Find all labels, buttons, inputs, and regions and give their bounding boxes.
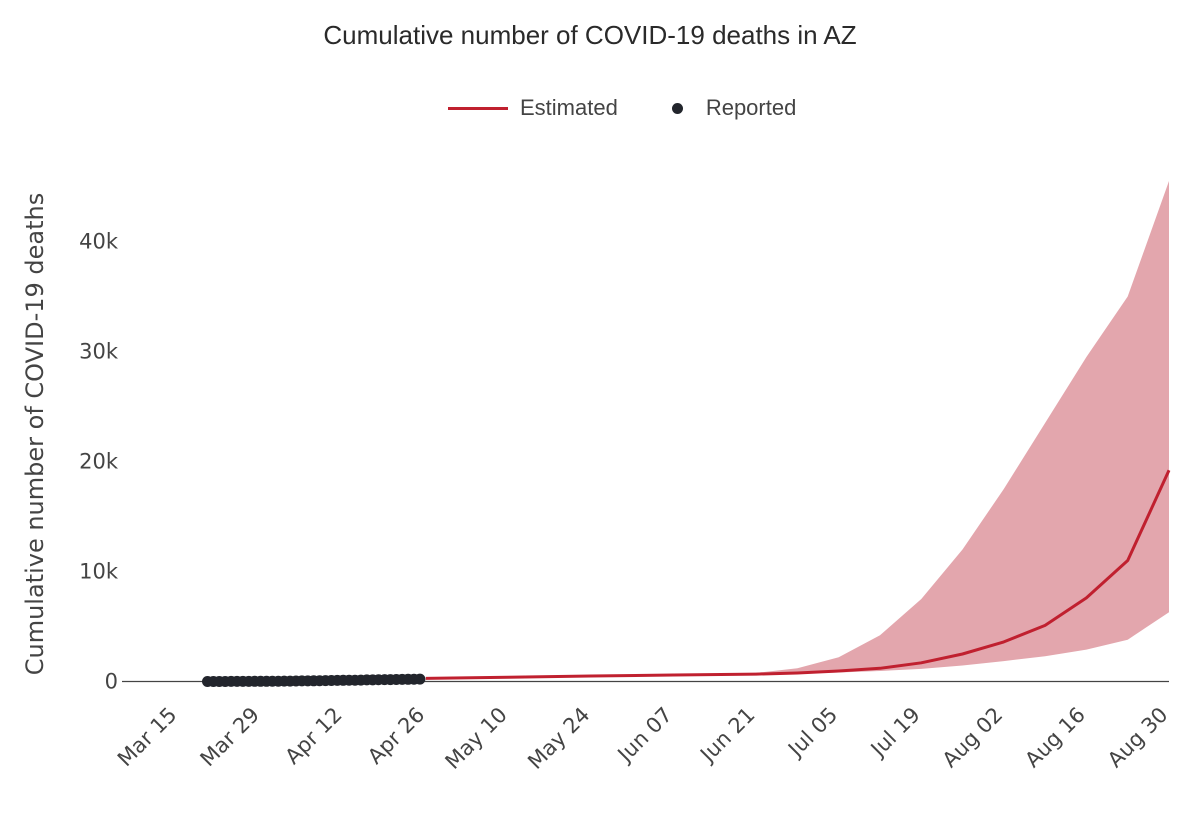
legend-label-estimated: Estimated xyxy=(520,95,618,120)
y-axis-title: Cumulative number of COVID-19 deaths xyxy=(21,193,49,676)
x-tick-label: Mar 15 xyxy=(113,703,182,772)
x-tick-label: Apr 26 xyxy=(363,703,429,769)
legend-dot-swatch-wrap xyxy=(658,102,698,114)
x-tick-label: May 10 xyxy=(441,703,512,774)
x-tick-label: Jul 05 xyxy=(782,703,842,763)
x-tick-label: Jun 07 xyxy=(612,703,677,768)
y-tick-label: 0 xyxy=(105,670,118,694)
x-tick-label: Mar 29 xyxy=(196,703,265,772)
x-tick-label: Aug 30 xyxy=(1103,703,1173,773)
y-tick-label: 40k xyxy=(79,230,119,254)
x-tick-label: May 24 xyxy=(523,703,594,774)
chart-title: Cumulative number of COVID-19 deaths in … xyxy=(323,20,857,50)
y-tick-label: 20k xyxy=(79,450,119,474)
estimated-series-line xyxy=(425,469,1171,680)
legend-dot-swatch xyxy=(672,102,684,114)
reported-point xyxy=(414,673,426,685)
y-tick-label: 30k xyxy=(79,340,119,364)
chart-legend: Estimated Reported xyxy=(448,92,796,124)
x-tick-label: Aug 02 xyxy=(938,703,1008,773)
estimate-uncertainty-band xyxy=(756,181,1169,675)
legend-label-reported: Reported xyxy=(705,95,797,120)
legend-item-estimated[interactable]: Estimated xyxy=(448,95,618,121)
legend-item-reported[interactable]: Reported xyxy=(618,95,797,121)
x-tick-label: Jul 19 xyxy=(865,703,925,763)
x-tick-label: Apr 12 xyxy=(280,703,346,769)
y-tick-label: 10k xyxy=(79,560,119,584)
legend-line-swatch xyxy=(448,106,508,110)
x-tick-label: Jun 21 xyxy=(694,703,759,768)
x-tick-label: Aug 16 xyxy=(1020,703,1090,773)
